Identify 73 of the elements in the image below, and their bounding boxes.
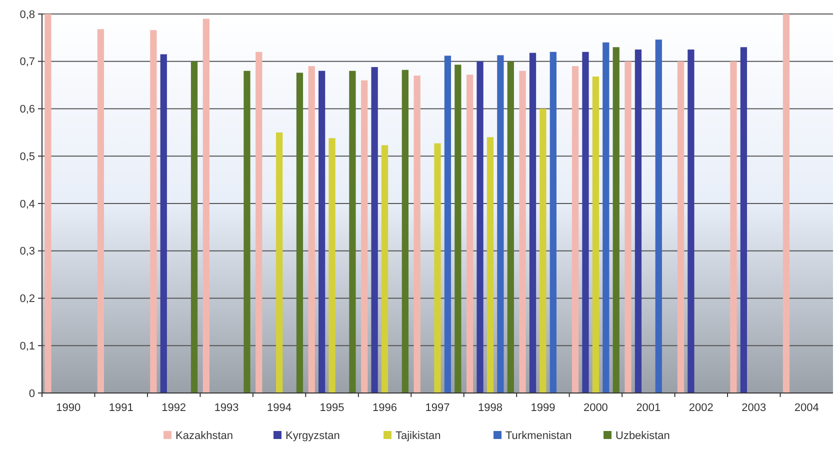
- bar: [349, 70, 356, 393]
- bar: [454, 64, 462, 393]
- bar: [782, 14, 790, 393]
- x-tick-label: 1996: [372, 402, 398, 414]
- bar: [624, 61, 632, 393]
- y-tick-label: 0,3: [20, 246, 35, 258]
- legend-label: Turkmenistan: [506, 430, 572, 442]
- x-tick-label: 1992: [162, 402, 186, 414]
- bar: [730, 61, 737, 393]
- bar: [402, 70, 408, 393]
- bar: [361, 80, 368, 393]
- y-tick-label: 0: [28, 388, 35, 400]
- bar: [444, 56, 452, 393]
- bar: [150, 30, 157, 393]
- x-tick-label: 1997: [425, 402, 450, 414]
- bar: [256, 52, 262, 393]
- bar: [318, 70, 326, 393]
- bar: [602, 42, 610, 393]
- x-tick-label: 1990: [56, 402, 81, 414]
- bar: [540, 108, 546, 393]
- x-tick-label: 2004: [794, 402, 819, 414]
- x-tick-label: 1993: [214, 402, 239, 414]
- x-tick-label: 2000: [583, 402, 608, 414]
- bar: [244, 70, 250, 393]
- x-tick-label: 1998: [478, 402, 502, 414]
- legend-label: Tajikistan: [396, 430, 441, 442]
- y-tick-label: 0,8: [20, 8, 35, 21]
- bar: [276, 132, 283, 393]
- bar: [160, 54, 167, 393]
- y-tick-label: 0,7: [20, 56, 35, 68]
- bar: [688, 50, 694, 393]
- bar: [190, 61, 198, 393]
- y-tick-label: 0,2: [20, 293, 35, 306]
- y-tick-label: 0,4: [20, 198, 35, 210]
- bar: [296, 72, 304, 393]
- bar: [371, 67, 378, 393]
- y-tick-label: 0,5: [20, 150, 35, 163]
- bar: [572, 66, 579, 393]
- y-tick-label: 0,1: [20, 340, 35, 352]
- bar: [486, 137, 494, 393]
- x-tick-label: 2001: [636, 402, 661, 414]
- x-tick-label: 1994: [267, 402, 292, 414]
- legend-label: Kyrgyzstan: [286, 430, 340, 442]
- bar: [634, 50, 642, 393]
- bar: [655, 40, 662, 393]
- bar: [97, 29, 104, 393]
- x-tick-label: 1995: [320, 402, 344, 414]
- y-tick-label: 0,6: [20, 104, 35, 116]
- bar: [202, 18, 210, 393]
- bar: [582, 52, 589, 393]
- bar: [507, 61, 514, 393]
- bar: [529, 52, 536, 393]
- bar: [308, 66, 315, 393]
- bar: [476, 61, 484, 393]
- bar: [740, 47, 748, 393]
- bar: [414, 76, 420, 393]
- legend-label: Uzbekistan: [616, 430, 670, 442]
- bar: [612, 47, 620, 393]
- bar: [44, 14, 52, 393]
- bar: [550, 52, 556, 393]
- x-tick-label: 2002: [688, 402, 714, 414]
- bar: [677, 61, 684, 393]
- x-tick-label: 1991: [108, 402, 134, 414]
- x-tick-label: 1999: [530, 402, 556, 414]
- x-tick-label: 2003: [742, 402, 766, 414]
- bar: [466, 74, 474, 393]
- legend-label: Kazakhstan: [176, 430, 233, 442]
- bar: [434, 143, 441, 393]
- bar: [592, 76, 600, 393]
- bar: [381, 145, 388, 393]
- bar: [328, 138, 336, 393]
- bar: [497, 55, 504, 393]
- bar: [519, 70, 526, 393]
